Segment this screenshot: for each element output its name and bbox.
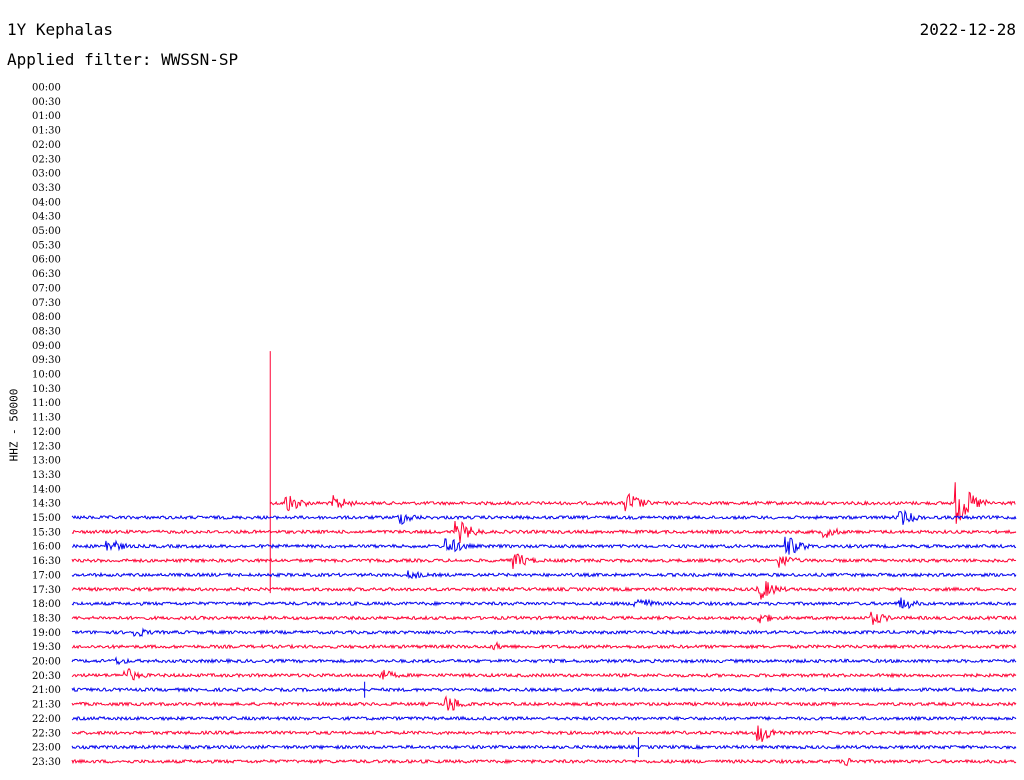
time-tick-label: 03:00	[32, 169, 61, 180]
time-tick-label: 22:00	[32, 714, 61, 725]
time-tick-label: 05:00	[32, 226, 61, 237]
time-tick-label: 20:30	[32, 671, 61, 682]
time-tick-label: 19:00	[32, 628, 61, 639]
time-tick-label: 02:30	[32, 154, 61, 165]
trace-row-1830	[71, 611, 1017, 625]
time-tick-label: 14:00	[32, 484, 61, 495]
time-tick-labels: 00:00 00:30 01:00 01:30 02:00 02:30 03:00 03:30…	[32, 83, 61, 768]
station-title: 1Y Kephalas	[7, 20, 113, 39]
time-tick-label: 07:30	[32, 298, 61, 309]
trace-row-1700	[71, 570, 1017, 580]
time-tick-label: 07:00	[32, 283, 61, 294]
time-tick-label: 05:30	[32, 240, 61, 251]
trace-row-1900	[71, 627, 1017, 638]
time-tick-label: 12:30	[32, 441, 61, 452]
trace-row-2200	[71, 715, 1017, 722]
time-tick-label: 18:30	[32, 613, 61, 624]
trace-row-1500	[71, 509, 1017, 525]
time-tick-label: 13:30	[32, 470, 61, 481]
trace-row-1930	[71, 640, 1017, 651]
time-tick-label: 11:30	[32, 413, 61, 424]
time-tick-label: 06:30	[32, 269, 61, 280]
time-tick-label: 12:00	[32, 427, 61, 438]
trace-row-1600	[71, 536, 1017, 555]
time-tick-label: 16:30	[32, 556, 61, 567]
time-tick-label: 19:30	[32, 642, 61, 653]
time-tick-label: 17:00	[32, 570, 61, 581]
time-tick-label: 21:30	[32, 700, 61, 711]
time-tick-label: 04:00	[32, 197, 61, 208]
time-tick-label: 22:30	[32, 728, 61, 739]
trace-row-2330	[71, 757, 1017, 767]
time-tick-label: 15:00	[32, 513, 61, 524]
time-tick-label: 09:30	[32, 355, 61, 366]
trace-row-2130	[71, 695, 1017, 711]
time-tick-label: 17:30	[32, 585, 61, 596]
time-tick-label: 23:00	[32, 743, 61, 754]
time-tick-label: 18:00	[32, 599, 61, 610]
time-tick-label: 21:00	[32, 685, 61, 696]
time-tick-label: 00:00	[32, 83, 61, 94]
time-tick-label: 14:30	[32, 499, 61, 510]
time-tick-label: 08:00	[32, 312, 61, 323]
filter-label: Applied filter: WWSSN-SP	[7, 50, 239, 69]
time-tick-label: 02:00	[32, 140, 61, 151]
time-tick-label: 06:00	[32, 255, 61, 266]
time-tick-label: 11:00	[32, 398, 61, 409]
time-tick-label: 04:30	[32, 212, 61, 223]
time-tick-label: 08:30	[32, 326, 61, 337]
trace-row-1530	[71, 521, 1017, 544]
trace-row-2300	[71, 744, 1017, 751]
time-tick-label: 20:00	[32, 657, 61, 668]
time-tick-label: 00:30	[32, 97, 61, 108]
time-tick-label: 15:30	[32, 527, 61, 538]
trace-row-2000	[71, 656, 1017, 666]
trace-row-1430	[269, 482, 1016, 524]
time-tick-label: 10:00	[32, 370, 61, 381]
trace-row-1630	[71, 553, 1017, 570]
time-tick-label: 09:00	[32, 341, 61, 352]
time-tick-label: 01:30	[32, 126, 61, 137]
date-label: 2022-12-28	[919, 20, 1016, 39]
time-tick-label: 23:30	[32, 757, 61, 768]
trace-row-2030	[71, 667, 1017, 681]
time-tick-label: 10:30	[32, 384, 61, 395]
time-tick-label: 13:00	[32, 456, 61, 467]
seismic-traces	[71, 351, 1017, 767]
time-tick-label: 03:30	[32, 183, 61, 194]
time-tick-label: 16:00	[32, 542, 61, 553]
time-tick-label: 01:00	[32, 111, 61, 122]
trace-row-1730	[71, 581, 1017, 600]
trace-row-2100	[71, 686, 1017, 693]
trace-row-2230	[71, 725, 1017, 742]
trace-row-1800	[71, 597, 1017, 610]
